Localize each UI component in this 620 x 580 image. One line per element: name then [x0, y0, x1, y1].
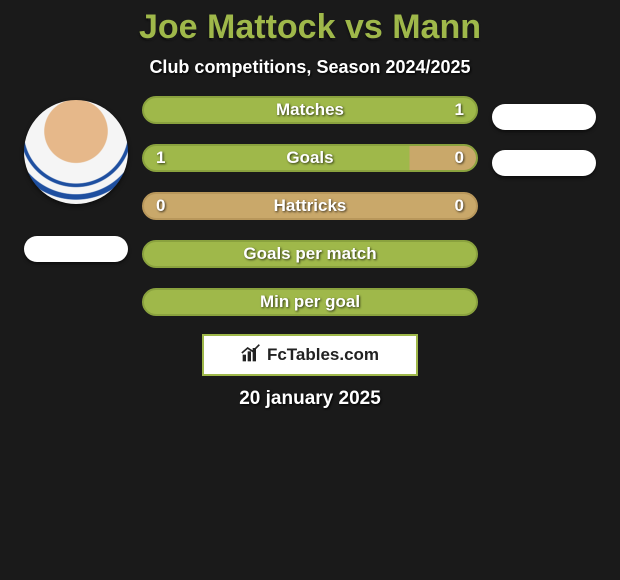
- stat-bars: Matches 1 Goals 1 0 Hattricks 0 0 Goals per matc…: [142, 96, 478, 316]
- stat-label: Goals: [286, 148, 333, 168]
- comparison-row: Matches 1 Goals 1 0 Hattricks 0 0 Goals per matc…: [10, 96, 610, 316]
- stat-value-left: 0: [156, 196, 165, 216]
- stat-bar: Matches 1: [142, 96, 478, 124]
- stat-bar: Goals per match: [142, 240, 478, 268]
- player-name-pill: [492, 150, 596, 176]
- brand-label: FcTables.com: [267, 345, 379, 365]
- stat-label: Goals per match: [243, 244, 376, 264]
- player-name-pill: [492, 104, 596, 130]
- stat-label: Min per goal: [260, 292, 360, 312]
- subtitle: Club competitions, Season 2024/2025: [10, 57, 610, 78]
- player-name-pill: [24, 236, 128, 262]
- stat-value-right: 1: [455, 100, 464, 120]
- date-label: 20 january 2025: [10, 388, 610, 410]
- chart-icon: [241, 343, 261, 368]
- title: Joe Mattock vs Mann: [10, 8, 610, 47]
- stat-bar: Hattricks 0 0: [142, 192, 478, 220]
- avatar: [24, 100, 128, 204]
- player-left-column: [24, 96, 128, 282]
- stat-label: Hattricks: [274, 196, 347, 216]
- stat-bar: Min per goal: [142, 288, 478, 316]
- stat-value-left: 1: [156, 148, 165, 168]
- player-right-column: [492, 96, 596, 196]
- stat-bar: Goals 1 0: [142, 144, 478, 172]
- comparison-widget: Joe Mattock vs Mann Club competitions, S…: [0, 0, 620, 418]
- stat-value-right: 0: [455, 148, 464, 168]
- brand-box[interactable]: FcTables.com: [202, 334, 418, 376]
- stat-label: Matches: [276, 100, 344, 120]
- stat-value-right: 0: [455, 196, 464, 216]
